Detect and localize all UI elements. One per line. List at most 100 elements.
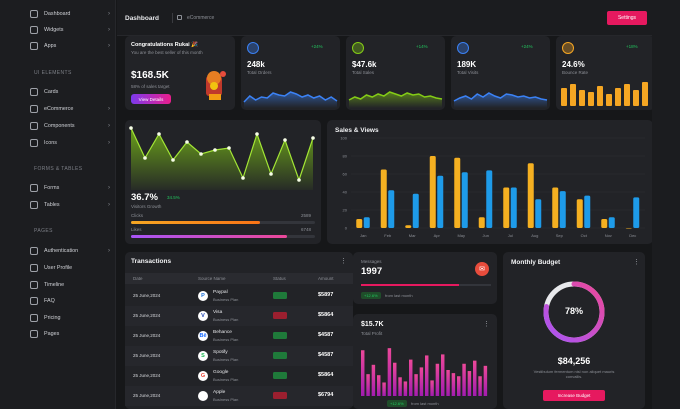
stat-change: +18%	[626, 44, 638, 49]
clicks-value: 2589	[301, 213, 312, 218]
source-logo: V	[198, 311, 208, 321]
profit-bar	[483, 365, 488, 396]
visitors-growth-card: 36.7% 34.5% Visitors Growth Clicks 2589 …	[125, 120, 321, 244]
x-tick-label: Aug	[531, 233, 538, 238]
growth-point	[171, 158, 175, 162]
apps-icon	[30, 42, 38, 50]
user-icon	[30, 264, 38, 272]
sidebar-item-label: Pages	[44, 331, 60, 337]
profit-bar	[409, 359, 413, 396]
table-row[interactable]: 25 June,2024 P Paypal Business Plan $5897	[125, 286, 353, 306]
profit-bar	[446, 370, 450, 396]
more-vert-icon[interactable]: ⋮	[340, 258, 347, 265]
settings-button[interactable]: Settings	[607, 11, 647, 25]
growth-point	[157, 132, 161, 136]
sidebar-item-cards[interactable]: Cards	[30, 86, 110, 98]
stat-card: +14% $47.6k Total Sales	[346, 36, 445, 110]
row-source: Google	[213, 370, 229, 375]
row-date: 25 June,2024	[133, 313, 161, 318]
increase-budget-button[interactable]: Increase Budget	[543, 390, 605, 401]
stat-card: +18% 24.6% Bounce Rate	[556, 36, 655, 110]
home-icon	[177, 15, 182, 20]
sales-views-bar	[461, 172, 468, 228]
sidebar-item-label: Dashboard	[44, 11, 71, 17]
sidebar-item-user-profile[interactable]: User Profile	[30, 262, 110, 274]
sales-views-card: Sales & Views 0 20 40 60 80 100 Jan Feb Mar Apr Ma…	[327, 120, 653, 244]
col-source: Source Name	[198, 276, 226, 281]
transactions-card: Transactions ⋮ Date Source Name Status A…	[125, 252, 353, 409]
view-details-button[interactable]: View Details	[131, 94, 171, 104]
profit-bar	[382, 382, 386, 396]
table-row[interactable]: 25 June,2024 G Google Business Plan $5864	[125, 366, 353, 386]
sidebar-item-forms[interactable]: Forms ›	[30, 182, 110, 194]
source-logo: Bē	[198, 331, 208, 341]
row-amount: $4587	[318, 352, 334, 358]
profit-value: $15.7K	[361, 321, 384, 328]
sidebar-item-label: Widgets	[44, 27, 64, 33]
breadcrumb[interactable]: eCommerce	[187, 15, 215, 21]
sidebar-item-apps[interactable]: Apps ›	[30, 40, 110, 52]
stat-label: Bounce Rate	[562, 70, 589, 75]
stat-chart	[243, 91, 338, 108]
budget-desc: Vestibulum fermentum nisl non aliquet ma…	[533, 369, 615, 380]
stat-chart	[453, 92, 548, 108]
stat-label: Total Orders	[247, 70, 272, 75]
sidebar-item-label: Forms	[44, 185, 60, 191]
sales-views-bar	[510, 187, 517, 228]
x-tick-label: Sep	[556, 233, 564, 238]
table-row[interactable]: 25 June,2024 S Spotify Business Plan $4587	[125, 346, 353, 366]
profit-bar	[425, 355, 429, 396]
sales-views-bar	[559, 191, 566, 228]
growth-point	[241, 176, 245, 180]
sidebar-item-faq[interactable]: FAQ	[30, 295, 110, 307]
status-badge	[273, 392, 287, 399]
sidebar-item-timeline[interactable]: Timeline	[30, 279, 110, 291]
row-source: Visa	[213, 310, 223, 315]
pages-icon	[30, 330, 38, 338]
growth-point	[255, 132, 259, 136]
sales-views-bar	[576, 199, 583, 228]
more-vert-icon[interactable]: ⋮	[633, 259, 640, 266]
stat-card: +24% 248k Total Orders	[241, 36, 340, 110]
sidebar-item-pages[interactable]: Pages	[30, 328, 110, 340]
stat-area	[349, 92, 442, 108]
table-row[interactable]: 25 June,2024 Apple Business Plan $6794	[125, 386, 353, 406]
chevron-right-icon: ›	[108, 140, 110, 146]
messages-card: Messages 1997 ✉ +12.6% from last month	[353, 252, 497, 304]
likes-label: Likes	[131, 227, 142, 232]
sidebar-item-components[interactable]: Components ›	[30, 120, 110, 132]
row-plan: Business Plan	[213, 297, 239, 302]
table-row[interactable]: 25 June,2024 Bē Behance Business Plan $4587	[125, 326, 353, 346]
growth-point	[143, 156, 147, 160]
x-tick-label: May	[457, 233, 465, 238]
growth-change: 34.5%	[167, 195, 180, 200]
sidebar-item-ecommerce[interactable]: eCommerce ›	[30, 103, 110, 115]
widgets-icon	[30, 26, 38, 34]
stat-bar	[624, 84, 630, 106]
messages-progress-fill	[361, 284, 459, 286]
row-amount: $5864	[318, 312, 334, 318]
sidebar-item-icons[interactable]: Icons ›	[30, 137, 110, 149]
table-row[interactable]: 25 June,2024 V Visa Business Plan $5864	[125, 306, 353, 326]
profit-change-badge: +12.6%	[387, 400, 407, 407]
y-tick-label: 20	[343, 208, 348, 213]
sales-views-bar	[412, 193, 419, 228]
sidebar-item-pricing[interactable]: Pricing	[30, 312, 110, 324]
sidebar-item-widgets[interactable]: Widgets ›	[30, 24, 110, 36]
row-source: Apple	[213, 390, 226, 395]
clicks-label: Clicks	[131, 213, 143, 218]
row-date: 25 June,2024	[133, 373, 161, 378]
growth-area-chart	[129, 126, 315, 190]
sidebar-item-dashboard[interactable]: Dashboard ›	[30, 8, 110, 20]
message-icon: ✉	[475, 262, 489, 276]
stat-icon	[562, 42, 574, 54]
more-vert-icon[interactable]: ⋮	[483, 321, 490, 328]
help-icon	[30, 297, 38, 305]
stat-change: +14%	[416, 44, 428, 49]
row-amount: $5897	[318, 292, 334, 298]
x-tick-label: Apr	[434, 233, 441, 238]
budget-ring-fill	[543, 281, 605, 343]
sidebar-item-authentication[interactable]: Authentication ›	[30, 245, 110, 257]
sidebar-item-tables[interactable]: Tables ›	[30, 199, 110, 211]
transactions-title: Transactions	[131, 258, 172, 265]
